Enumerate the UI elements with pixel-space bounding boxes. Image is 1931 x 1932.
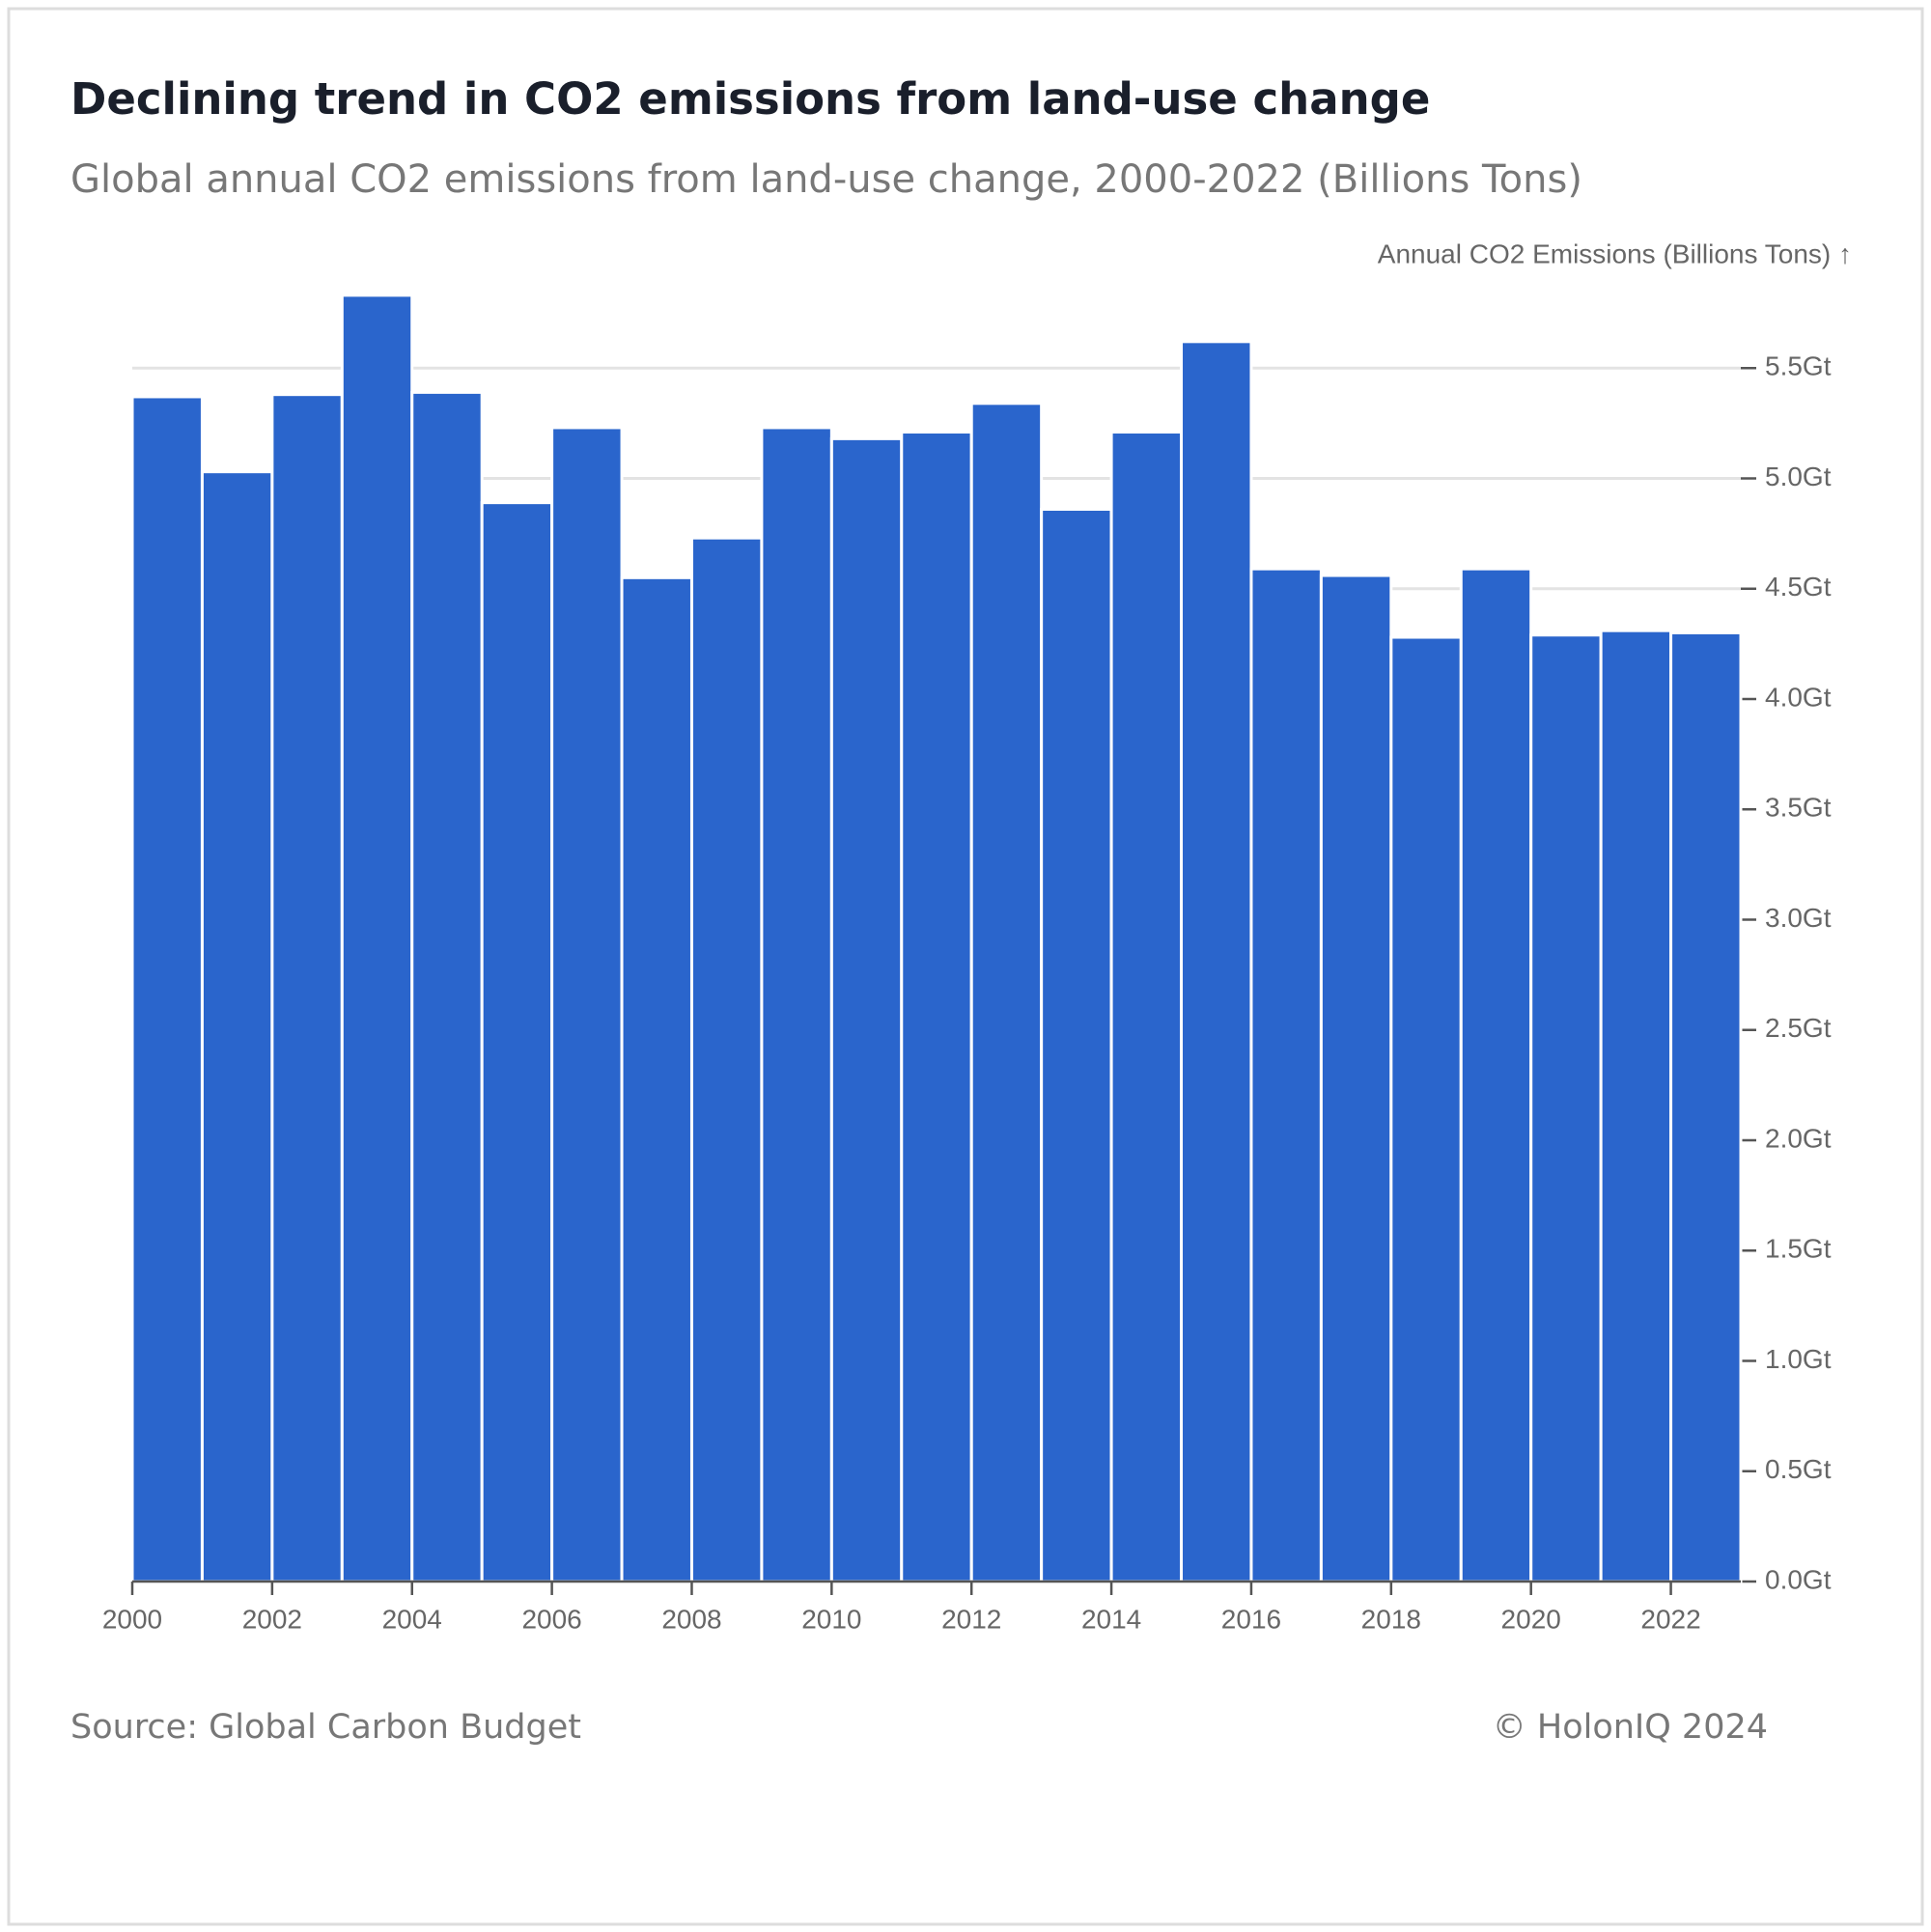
bar: [270, 393, 344, 1583]
chart-subtitle: Global annual CO2 emissions from land-us…: [70, 157, 1582, 202]
bar: [1389, 635, 1463, 1583]
y-tick-label: 3.5Gt: [1765, 793, 1832, 823]
bar: [1319, 574, 1393, 1583]
bar: [1249, 567, 1323, 1583]
x-tick-label: 2016: [1221, 1604, 1281, 1634]
y-tick-label: 1.5Gt: [1765, 1234, 1832, 1264]
x-tick-label: 2022: [1640, 1604, 1700, 1634]
x-tick-label: 2008: [661, 1604, 721, 1634]
copyright: © HolonIQ 2024: [1493, 1708, 1768, 1747]
bar: [200, 470, 274, 1583]
chart-title: Declining trend in CO2 emissions from la…: [70, 73, 1430, 125]
x-tick-label: 2012: [941, 1604, 1001, 1634]
x-tick-label: 2018: [1361, 1604, 1421, 1634]
x-tick-label: 2020: [1501, 1604, 1561, 1634]
bar: [1459, 567, 1533, 1583]
x-tick-label: 2004: [382, 1604, 442, 1634]
bar: [1040, 507, 1113, 1583]
bar: [410, 390, 484, 1583]
bar: [1109, 431, 1184, 1583]
bar: [1529, 633, 1603, 1583]
bar: [689, 536, 764, 1583]
x-tick-label: 2002: [242, 1604, 302, 1634]
bar: [1180, 340, 1253, 1583]
bar: [550, 426, 624, 1583]
y-tick-label: 4.0Gt: [1765, 682, 1832, 712]
x-tick-label: 2014: [1081, 1604, 1141, 1634]
bar: [130, 395, 204, 1583]
bar: [969, 402, 1044, 1583]
bar: [620, 575, 693, 1583]
y-tick-label: 5.5Gt: [1765, 351, 1832, 381]
y-tick-label: 0.0Gt: [1765, 1564, 1832, 1594]
bar: [340, 294, 414, 1583]
y-tick-label: 4.5Gt: [1765, 572, 1832, 602]
bar: [480, 501, 554, 1583]
bar: [1599, 629, 1673, 1583]
y-tick-label: 2.5Gt: [1765, 1013, 1832, 1043]
x-tick-label: 2010: [801, 1604, 861, 1634]
bar: [1669, 630, 1743, 1583]
y-tick-label: 3.0Gt: [1765, 903, 1832, 933]
y-tick-label: 1.0Gt: [1765, 1344, 1832, 1374]
y-tick-label: 5.0Gt: [1765, 462, 1832, 491]
source: Source: Global Carbon Budget: [70, 1708, 581, 1747]
y-axis-label: Annual CO2 Emissions (Billions Tons) ↑: [1378, 238, 1852, 268]
y-tick-label: 2.0Gt: [1765, 1123, 1832, 1153]
x-tick-label: 2006: [521, 1604, 581, 1634]
bar: [900, 431, 973, 1583]
y-tick-label: 0.5Gt: [1765, 1454, 1832, 1484]
bar: [829, 436, 904, 1583]
bar: [760, 426, 833, 1583]
x-tick-label: 2000: [102, 1604, 162, 1634]
